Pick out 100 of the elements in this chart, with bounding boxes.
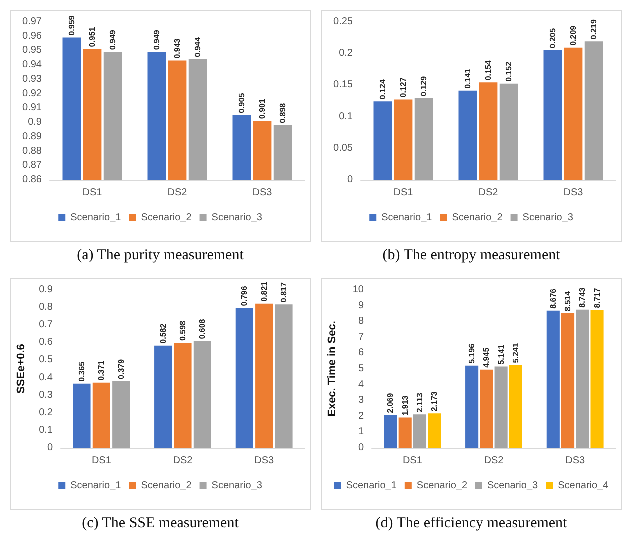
y-tick-label: 0.93 (22, 74, 42, 85)
y-tick-label: 0.1 (39, 424, 54, 436)
bar (174, 343, 192, 448)
bar (544, 50, 562, 180)
bar (466, 366, 479, 448)
y-tick-label: 0.15 (334, 80, 354, 91)
x-tick-label: DS2 (173, 456, 194, 466)
data-label: 0.129 (420, 76, 429, 96)
data-label: 0.598 (178, 320, 188, 342)
y-tick-label: 0 (47, 442, 54, 454)
data-label: 0.608 (198, 318, 208, 340)
y-tick-label: 5 (358, 364, 364, 374)
text: (d) The efficiency measurement (376, 516, 568, 532)
y-tick-label: 0 (347, 174, 354, 186)
bar (546, 310, 560, 448)
text: (b) The entropy measurement (382, 248, 562, 264)
bar (500, 84, 518, 180)
data-label: 0.817 (280, 282, 289, 303)
legend-label: Scenario_3 (488, 480, 539, 492)
x-tick-label: DS3 (254, 456, 274, 466)
bar (112, 381, 130, 448)
bar (154, 346, 172, 448)
legend-label: Scenario_1 (346, 480, 398, 492)
data-label: 0.951 (88, 26, 97, 48)
y-tick-label: 0.1 (339, 111, 354, 122)
bar (236, 308, 254, 448)
legend-label: Scenario_1 (70, 212, 122, 224)
y-tick-label: 0.89 (22, 131, 42, 142)
data-label: 0.365 (77, 361, 86, 382)
data-label: 0.219 (590, 19, 599, 40)
bar (194, 341, 212, 448)
y-tick-label: 0.92 (22, 88, 42, 100)
text: (a) The purity measurement (77, 248, 245, 264)
y-tick-label: 0.2 (39, 407, 54, 418)
data-label: 0.209 (569, 25, 578, 46)
data-label: 0.944 (194, 36, 203, 58)
y-tick-label: 4 (358, 379, 364, 390)
y-tick-label: 0.87 (22, 160, 42, 172)
bar (584, 42, 604, 180)
data-label: 2.069 (386, 392, 396, 414)
data-label: 0.205 (548, 28, 558, 48)
y-tick-label: 0.8 (39, 302, 54, 314)
data-label: 0.901 (258, 98, 267, 120)
data-label: 0.821 (260, 281, 269, 302)
data-label: 8.743 (578, 287, 588, 308)
bar (428, 414, 442, 448)
y-tick-label: 0.91 (22, 102, 42, 114)
y-tick-label: 6 (358, 348, 364, 359)
data-label: 0.152 (504, 61, 514, 82)
y-tick-label: 0.97 (22, 16, 42, 28)
bar (564, 48, 583, 180)
bar (256, 304, 274, 448)
data-label: 2.113 (415, 392, 424, 413)
bar (92, 382, 110, 448)
y-tick-label: 2 (358, 410, 364, 422)
data-label: 0.379 (116, 358, 126, 380)
y-tick-label: 0 (358, 442, 364, 454)
y-tick-label: 0.96 (22, 30, 42, 42)
y-axis-title: Exec. Time in Sec. (326, 321, 338, 417)
y-tick-label: 0.6 (39, 337, 54, 348)
y-tick-label: 1 (358, 426, 364, 438)
bar (494, 366, 508, 448)
data-label: 0.943 (173, 38, 182, 59)
x-tick-label: DS3 (252, 188, 273, 198)
legend-label: Scenario_2 (141, 480, 192, 492)
y-tick-label: 0.7 (39, 320, 54, 331)
y-tick-label: 0.86 (22, 174, 42, 186)
y-tick-label: 0.05 (334, 142, 354, 154)
data-label: 0.949 (108, 30, 118, 50)
legend-label: Scenario_1 (382, 212, 433, 224)
data-label: 0.582 (158, 323, 168, 344)
x-tick-label: DS1 (82, 188, 103, 198)
bar (384, 415, 398, 448)
data-label: 5.241 (511, 342, 520, 364)
y-tick-label: 0.5 (39, 354, 54, 366)
y-tick-label: 10 (352, 284, 364, 296)
y-tick-label: 9 (358, 300, 364, 312)
x-tick-label: DS3 (564, 188, 584, 198)
legend-label: Scenario_2 (416, 480, 468, 492)
bar (509, 365, 522, 448)
x-tick-label: DS1 (394, 188, 414, 198)
data-label: 5.196 (468, 343, 477, 364)
bar (374, 102, 392, 180)
y-tick-label: 0.2 (339, 48, 354, 60)
x-tick-label: DS3 (566, 456, 586, 466)
data-label: 5.141 (496, 344, 506, 365)
data-label: 0.124 (378, 79, 388, 100)
legend-label: Scenario_3 (212, 480, 263, 492)
bar (480, 370, 494, 448)
data-label: 2.173 (430, 391, 440, 412)
x-tick-label: DS1 (402, 456, 423, 466)
bar (73, 384, 91, 448)
bar (561, 313, 575, 448)
bar (414, 98, 434, 180)
y-tick-label: 0.9 (28, 117, 42, 128)
y-tick-label: 7 (358, 332, 364, 343)
y-tick-label: 0.94 (22, 60, 42, 71)
y-tick-label: 3 (358, 395, 364, 406)
data-label: 0.959 (67, 15, 76, 36)
y-tick-label: 8 (358, 316, 364, 328)
